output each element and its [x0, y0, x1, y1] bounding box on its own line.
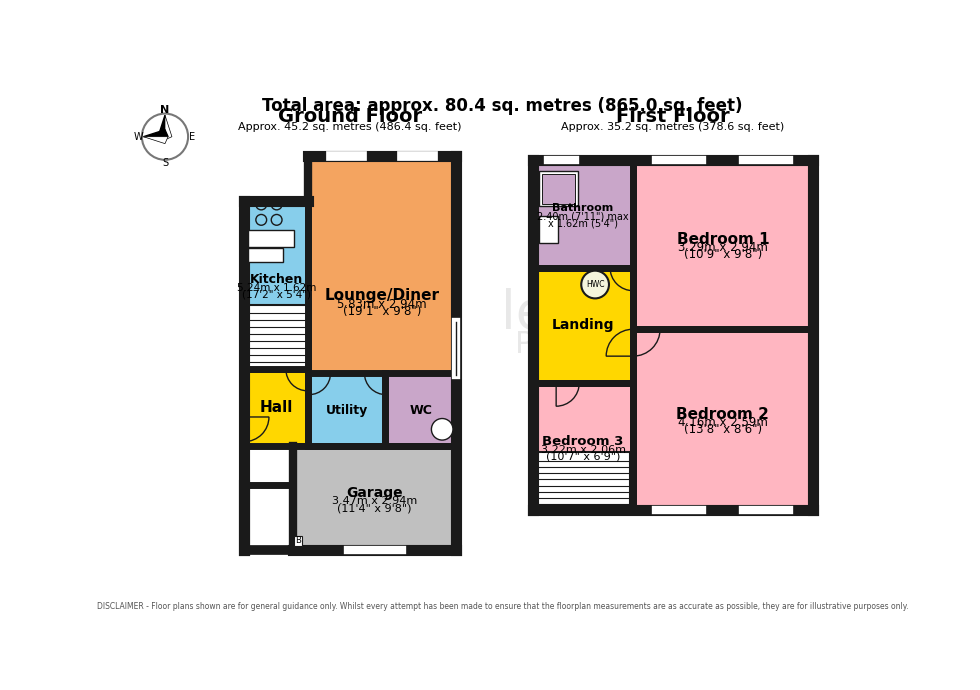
- Text: 3.47m x 2.94m: 3.47m x 2.94m: [332, 496, 417, 506]
- Text: (10'7" x 6'9"): (10'7" x 6'9"): [546, 452, 620, 462]
- Text: N: N: [161, 105, 170, 115]
- Polygon shape: [143, 137, 169, 144]
- Bar: [533, 268, 633, 383]
- Bar: [539, 216, 559, 243]
- Bar: [248, 230, 294, 247]
- Text: (19'1" x 9'8"): (19'1" x 9'8"): [343, 304, 421, 317]
- Bar: [248, 248, 283, 262]
- Text: 3.29m x 2.94m: 3.29m x 2.94m: [678, 241, 767, 254]
- Text: Bedroom 1: Bedroom 1: [676, 232, 769, 246]
- Text: 3.22m x 2.06m: 3.22m x 2.06m: [541, 444, 625, 455]
- Text: Ground Floor: Ground Floor: [278, 107, 422, 126]
- Bar: [246, 306, 307, 371]
- Text: HWC: HWC: [586, 280, 605, 289]
- Bar: [536, 453, 630, 506]
- Circle shape: [142, 114, 188, 160]
- Text: 5.83m x 2.94m: 5.83m x 2.94m: [337, 297, 427, 310]
- Bar: [539, 171, 578, 206]
- Text: (10'9" x 9'8"): (10'9" x 9'8"): [684, 248, 762, 261]
- Polygon shape: [158, 115, 165, 140]
- Text: Utility: Utility: [325, 404, 368, 417]
- Circle shape: [581, 270, 609, 298]
- Text: (11'4" x 9'8"): (11'4" x 9'8"): [337, 503, 412, 513]
- Text: WC: WC: [410, 404, 432, 417]
- Text: Property: Property: [514, 330, 644, 359]
- Bar: [533, 160, 633, 268]
- Text: Bedroom 3: Bedroom 3: [542, 435, 624, 448]
- Bar: [385, 373, 456, 446]
- Text: First Floor: First Floor: [616, 107, 730, 126]
- Bar: [633, 329, 812, 510]
- Text: 4.16m x 2.59m: 4.16m x 2.59m: [678, 416, 767, 429]
- Polygon shape: [165, 115, 172, 140]
- Text: 2.40m (7'11") max: 2.40m (7'11") max: [537, 212, 629, 221]
- Bar: [244, 369, 309, 446]
- Text: Total area: approx. 80.4 sq. metres (865.0 sq. feet): Total area: approx. 80.4 sq. metres (865…: [262, 97, 743, 115]
- Text: Garage: Garage: [346, 486, 403, 500]
- Text: Approx. 35.2 sq. metres (378.6 sq. feet): Approx. 35.2 sq. metres (378.6 sq. feet): [562, 121, 784, 132]
- Polygon shape: [309, 156, 456, 446]
- Text: Lounge/Diner: Lounge/Diner: [324, 288, 440, 303]
- Bar: [533, 383, 633, 510]
- Text: E: E: [189, 132, 195, 141]
- Text: W: W: [133, 132, 143, 141]
- Text: DISCLAIMER - Floor plans shown are for general guidance only. Whilst every attem: DISCLAIMER - Floor plans shown are for g…: [96, 602, 908, 611]
- Text: S: S: [162, 158, 168, 168]
- Text: Bathroom: Bathroom: [553, 204, 613, 213]
- Text: le Mel: le Mel: [501, 288, 658, 339]
- Bar: [309, 373, 385, 446]
- Text: B: B: [295, 536, 301, 546]
- Text: 5.24m x 1.62m: 5.24m x 1.62m: [236, 283, 316, 293]
- Bar: [542, 175, 575, 204]
- Bar: [244, 201, 309, 343]
- Text: (13'8" x 8'6"): (13'8" x 8'6"): [684, 423, 761, 436]
- Bar: [633, 160, 812, 329]
- Text: Landing: Landing: [552, 318, 614, 333]
- Circle shape: [431, 419, 453, 440]
- Text: Bedroom 2: Bedroom 2: [676, 407, 769, 422]
- Text: (17'2" x 5'4"): (17'2" x 5'4"): [242, 290, 311, 300]
- Bar: [293, 446, 456, 550]
- Text: Hall: Hall: [260, 400, 293, 415]
- Text: Approx. 45.2 sq. metres (486.4 sq. feet): Approx. 45.2 sq. metres (486.4 sq. feet): [238, 121, 462, 132]
- Bar: [244, 201, 309, 369]
- Polygon shape: [143, 130, 169, 137]
- Text: x 1.62m (5'4"): x 1.62m (5'4"): [548, 219, 618, 228]
- Text: Kitchen: Kitchen: [250, 273, 303, 286]
